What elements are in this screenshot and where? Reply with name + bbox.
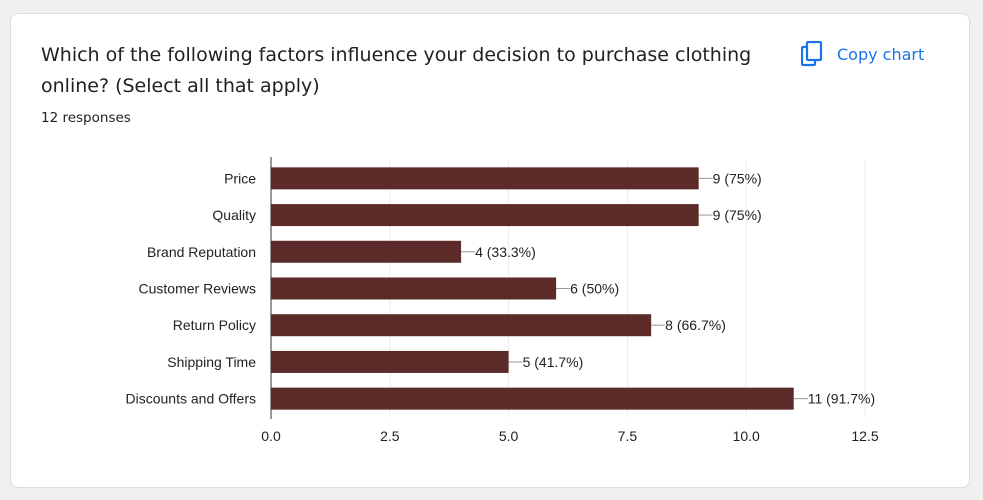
category-label: Return Policy [173, 317, 256, 333]
category-label: Quality [212, 207, 256, 223]
category-label: Shipping Time [167, 354, 256, 370]
x-tick-label: 0.0 [261, 428, 281, 444]
copy-chart-label: Copy chart [837, 44, 925, 64]
category-label: Price [224, 170, 256, 186]
bar [271, 350, 509, 373]
question-title: Which of the following factors influence… [41, 44, 752, 97]
data-label: 8 (66.7%) [665, 317, 726, 333]
data-label: 9 (75%) [713, 207, 762, 223]
bar-chart: 0.0 2.5 5.0 7.5 10.0 12.5 Price 9 (75%) Quality 9… [126, 157, 879, 444]
copy-chart-button[interactable]: Copy chart [801, 38, 924, 70]
bar [271, 314, 652, 337]
chart-card: Which of the following factors influence… [10, 13, 970, 488]
bar [271, 204, 699, 227]
x-tick-label: 10.0 [733, 428, 760, 444]
data-label: 11 (91.7%) [808, 391, 875, 407]
x-tick-label: 5.0 [499, 428, 519, 444]
response-count: 12 responses [41, 110, 131, 126]
data-label: 5 (41.7%) [523, 354, 584, 370]
data-label: 6 (50%) [570, 281, 619, 297]
copy-icon [801, 41, 823, 67]
x-tick-label: 2.5 [380, 428, 400, 444]
category-label: Discounts and Offers [126, 391, 256, 407]
category-label: Brand Reputation [147, 244, 256, 260]
bar [271, 240, 462, 263]
x-tick-label: 7.5 [618, 428, 638, 444]
x-tick-label: 12.5 [851, 428, 878, 444]
category-label: Customer Reviews [139, 281, 256, 297]
data-label: 9 (75%) [713, 170, 762, 186]
bar [271, 277, 557, 300]
bar [271, 387, 794, 410]
data-label: 4 (33.3%) [475, 244, 536, 260]
bar [271, 167, 699, 190]
